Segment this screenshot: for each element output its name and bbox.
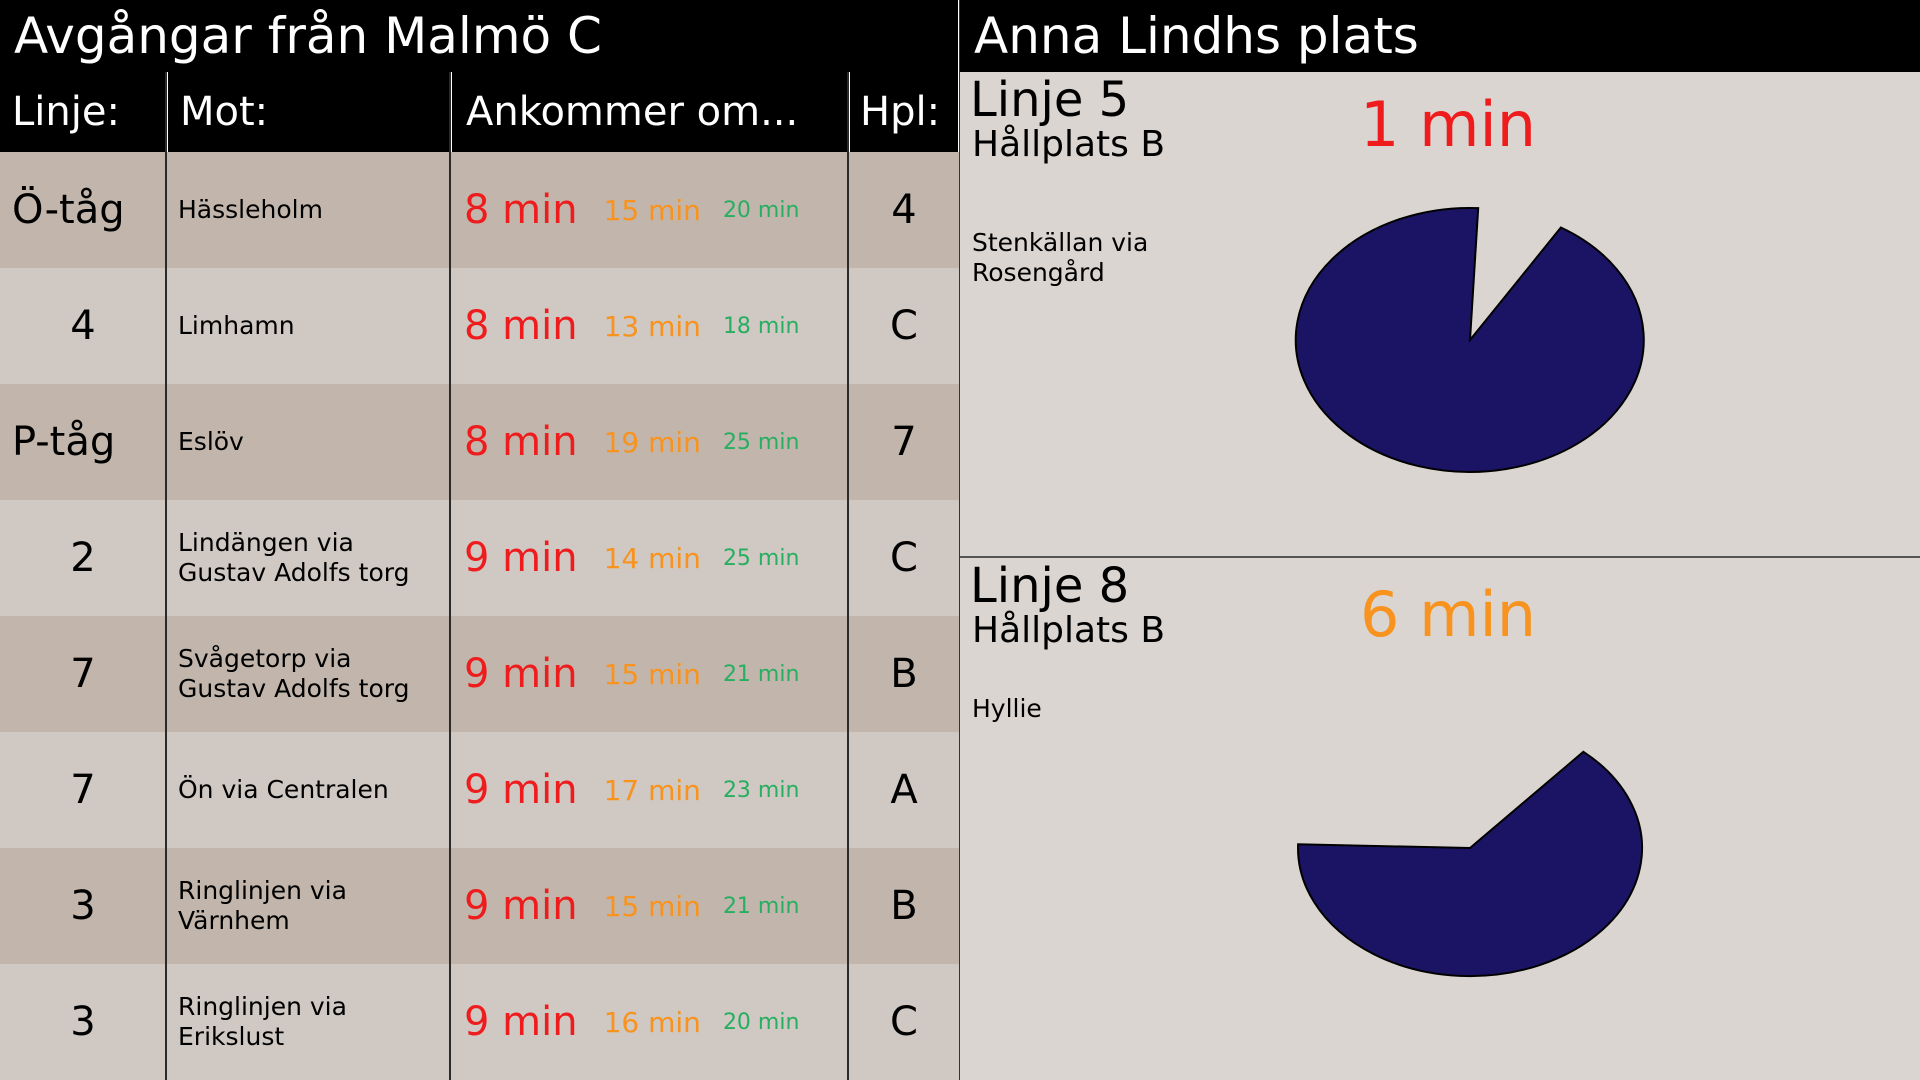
third-departure-time: 21 min — [722, 661, 800, 687]
header-stop: Hpl: — [848, 72, 960, 152]
row-line: Ö-tåg — [12, 187, 125, 233]
panel-destination: Hyllie — [972, 694, 1042, 723]
row-line: 2 — [70, 535, 96, 581]
row-times: 8 min 15 min 20 min — [450, 152, 848, 268]
table-row: Ö-tåg Hässleholm 8 min 15 min 20 min 4 — [0, 152, 960, 268]
third-departure-time: 25 min — [722, 545, 800, 571]
row-stop: C — [890, 535, 918, 581]
row-times: 9 min 14 min 25 min — [450, 500, 848, 616]
third-departure-time: 25 min — [722, 429, 800, 455]
row-times: 9 min 15 min 21 min — [450, 848, 848, 964]
second-departure-time: 14 min — [603, 541, 701, 575]
row-destination: Ön via Centralen — [178, 775, 389, 804]
row-times: 8 min 19 min 25 min — [450, 384, 848, 500]
row-destination: Eslöv — [178, 427, 244, 456]
row-stop: A — [890, 767, 918, 813]
countdown-pie-slice — [1294, 206, 1645, 473]
table-row: 7 Ön via Centralen 9 min 17 min 23 min A — [0, 732, 960, 848]
second-departure-time: 13 min — [603, 309, 701, 343]
departures-title: Avgångar från Malmö C — [0, 0, 960, 72]
departures-board: Avgångar från Malmö C Linje: Mot: Ankomm… — [0, 0, 960, 1080]
row-destination: Limhamn — [178, 311, 295, 340]
panel-minutes: 1 min — [1360, 88, 1537, 161]
countdown-pie — [1294, 206, 1645, 473]
row-line: 7 — [70, 767, 96, 813]
header-line: Linje: — [0, 72, 166, 152]
table-row: 7 Svågetorp via Gustav Adolfs torg 9 min 15… — [0, 616, 960, 732]
row-stop: 4 — [891, 187, 917, 233]
row-destination: Lindängen via Gustav Adolfs torg — [178, 528, 410, 587]
row-line: 3 — [70, 883, 96, 929]
panel-line: Linje 5 — [970, 72, 1130, 128]
row-stop: B — [890, 883, 918, 929]
header-arrives: Ankommer om... — [450, 72, 848, 152]
column-divider — [449, 72, 451, 1080]
next-departure-time: 9 min — [464, 767, 578, 813]
next-departure-time: 9 min — [464, 883, 578, 929]
second-departure-time: 19 min — [603, 425, 701, 459]
second-departure-time: 15 min — [603, 193, 701, 227]
stop-title: Anna Lindhs plats — [960, 0, 1920, 72]
row-line: 7 — [70, 651, 96, 697]
third-departure-time: 21 min — [722, 893, 800, 919]
table-row: 3 Ringlinjen via Erikslust 9 min 16 min 20 m… — [0, 964, 960, 1080]
next-departure-time: 9 min — [464, 999, 578, 1045]
next-departure-time: 9 min — [464, 535, 578, 581]
next-departure-time: 8 min — [464, 303, 578, 349]
table-row: 3 Ringlinjen via Värnhem 9 min 15 min 21 min… — [0, 848, 960, 964]
next-departure-time: 9 min — [464, 651, 578, 697]
row-times: 8 min 13 min 18 min — [450, 268, 848, 384]
panel-stop: Hållplats B — [972, 610, 1166, 651]
third-departure-time: 20 min — [722, 1009, 800, 1035]
panel-line: Linje 8 — [970, 558, 1130, 614]
second-departure-time: 15 min — [603, 657, 701, 691]
row-line: P-tåg — [12, 419, 116, 465]
row-stop: C — [890, 999, 918, 1045]
second-departure-time: 16 min — [603, 1005, 701, 1039]
row-stop: B — [890, 651, 918, 697]
third-departure-time: 20 min — [722, 197, 800, 223]
row-times: 9 min 16 min 20 min — [450, 964, 848, 1080]
second-departure-time: 17 min — [603, 773, 701, 807]
row-times: 9 min 15 min 21 min — [450, 616, 848, 732]
row-destination: Hässleholm — [178, 195, 323, 224]
next-departure-time: 8 min — [464, 187, 578, 233]
panel-stop: Hållplats B — [972, 124, 1166, 165]
table-row: 4 Limhamn 8 min 13 min 18 min C — [0, 268, 960, 384]
countdown-pie-slice — [1297, 750, 1643, 978]
third-departure-time: 18 min — [722, 313, 800, 339]
row-stop: 7 — [891, 419, 917, 465]
panel-minutes: 6 min — [1360, 578, 1537, 651]
row-destination: Ringlinjen via Erikslust — [178, 992, 347, 1051]
row-times: 9 min 17 min 23 min — [450, 732, 848, 848]
countdown-panel-1: Linje 5 Hållplats B Stenkällan via Rosen… — [960, 72, 1920, 556]
row-destination: Ringlinjen via Värnhem — [178, 876, 347, 935]
stop-view: Anna Lindhs plats Linje 5 Hållplats B St… — [960, 0, 1920, 1080]
table-row: 2 Lindängen via Gustav Adolfs torg 9 min 14… — [0, 500, 960, 616]
column-divider — [165, 72, 167, 1080]
header-destination: Mot: — [166, 72, 450, 152]
row-line: 4 — [70, 303, 96, 349]
countdown-pie — [1297, 750, 1643, 978]
second-departure-time: 15 min — [603, 889, 701, 923]
table-row: P-tåg Eslöv 8 min 19 min 25 min 7 — [0, 384, 960, 500]
countdown-panel-2: Linje 8 Hållplats B Hyllie 6 min — [960, 556, 1920, 1080]
row-line: 3 — [70, 999, 96, 1045]
third-departure-time: 23 min — [722, 777, 800, 803]
panel-destination: Stenkällan via Rosengård — [972, 228, 1149, 287]
row-stop: C — [890, 303, 918, 349]
column-divider — [847, 72, 849, 1080]
row-destination: Svågetorp via Gustav Adolfs torg — [178, 644, 410, 703]
next-departure-time: 8 min — [464, 419, 578, 465]
